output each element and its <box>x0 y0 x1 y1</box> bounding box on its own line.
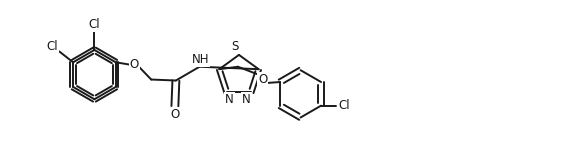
Text: NH: NH <box>192 53 209 66</box>
Text: Cl: Cl <box>46 40 58 53</box>
Text: O: O <box>258 72 268 86</box>
Text: N: N <box>225 93 233 106</box>
Text: Cl: Cl <box>338 99 349 112</box>
Text: S: S <box>231 40 239 53</box>
Text: Cl: Cl <box>89 18 100 31</box>
Text: O: O <box>171 108 179 121</box>
Text: O: O <box>130 58 139 71</box>
Text: N: N <box>242 93 250 106</box>
